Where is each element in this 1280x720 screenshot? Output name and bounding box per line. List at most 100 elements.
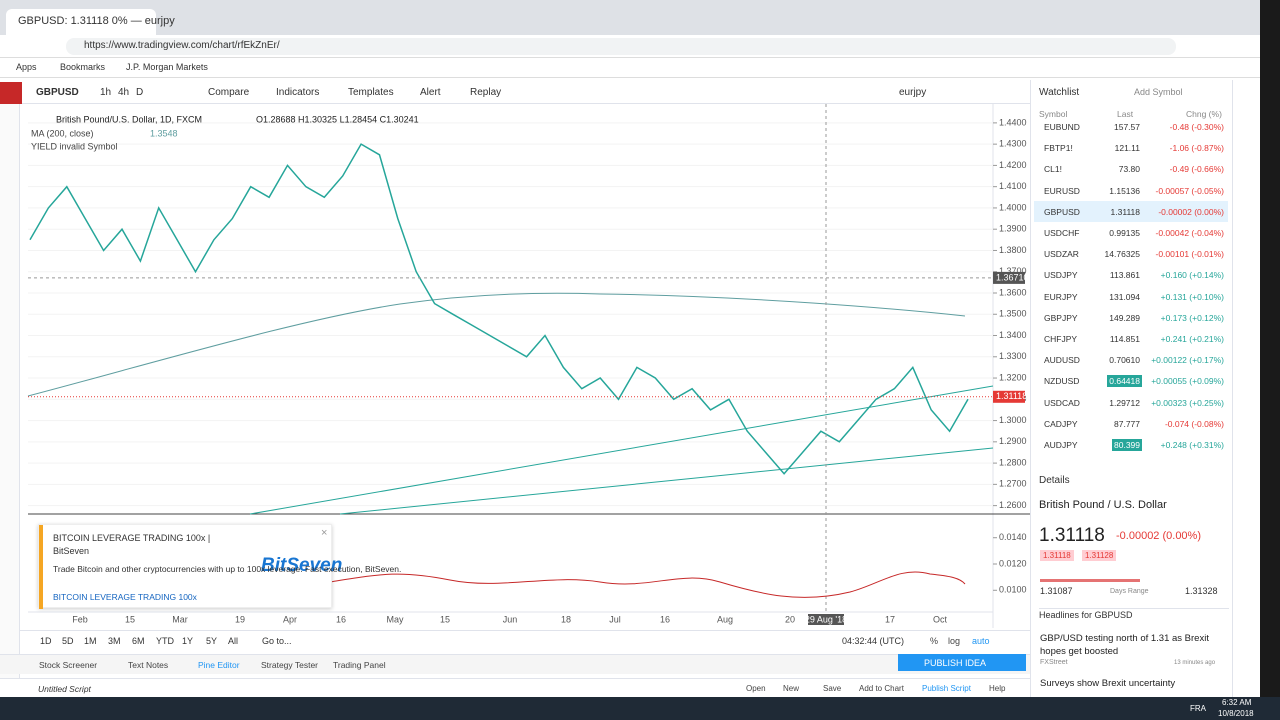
range-button[interactable]: All bbox=[228, 636, 239, 646]
change: -1.06 (-0.87%) bbox=[1169, 143, 1224, 154]
publish-label: PUBLISH IDEA bbox=[924, 658, 987, 668]
range-button[interactable]: 1Y bbox=[182, 636, 194, 646]
script-button[interactable]: Add to Chart bbox=[859, 684, 904, 693]
last: 113.861 bbox=[1109, 270, 1140, 281]
bookmark[interactable]: J.P. Morgan Markets bbox=[126, 62, 208, 72]
headline-time: 13 minutes ago bbox=[1174, 660, 1216, 666]
symbol: NZDUSD bbox=[1044, 376, 1080, 387]
axis-button[interactable]: auto bbox=[972, 636, 990, 646]
y-tick-label: 1.3900 bbox=[999, 224, 1027, 234]
watchlist-row[interactable]: CHFJPY 114.851 +0.241 (+0.21%) bbox=[1034, 328, 1228, 349]
script-button[interactable]: Help bbox=[989, 684, 1006, 693]
chart-title: British Pound/U.S. Dollar, 1D, FXCM bbox=[56, 114, 202, 124]
current-price-label: 1.31118 bbox=[996, 391, 1027, 401]
toolbar-button[interactable]: Compare bbox=[208, 87, 250, 98]
y-tick-label: 1.3200 bbox=[999, 372, 1027, 382]
y-tick-label: 1.3300 bbox=[999, 351, 1027, 361]
bottom-tab[interactable]: Stock Screener bbox=[39, 660, 98, 670]
details-bid: 1.31118 bbox=[1040, 550, 1074, 561]
x-tick-label: 29 Aug '18 bbox=[805, 614, 847, 624]
interval[interactable]: D bbox=[136, 87, 144, 98]
watchlist-row[interactable]: USDCAD 1.29712 +0.00323 (+0.25%) bbox=[1034, 392, 1228, 413]
watchlist-row[interactable]: USDCHF 0.99135 -0.00042 (-0.04%) bbox=[1034, 222, 1228, 243]
toolbar-button[interactable]: Indicators bbox=[276, 87, 320, 98]
last: 1.15136 bbox=[1109, 185, 1140, 196]
headline[interactable]: Surveys show Brexit uncertainty bbox=[1040, 678, 1176, 689]
symbol: FBTP1! bbox=[1044, 143, 1073, 154]
tab-strip bbox=[0, 0, 1280, 35]
bookmark[interactable]: Apps bbox=[16, 62, 37, 72]
script-button[interactable]: Open bbox=[746, 684, 766, 693]
watchlist-row[interactable]: EURJPY 131.094 +0.131 (+0.10%) bbox=[1034, 286, 1228, 307]
bottom-tab[interactable]: Text Notes bbox=[128, 660, 169, 670]
add-symbol[interactable]: Add Symbol bbox=[1134, 87, 1183, 97]
x-tick-label: 18 bbox=[561, 614, 571, 624]
screen-edge bbox=[1260, 0, 1280, 697]
script-button[interactable]: Publish Script bbox=[922, 684, 971, 693]
x-tick-label: 19 bbox=[235, 614, 245, 624]
layout-name[interactable]: eurjpy bbox=[899, 87, 927, 98]
watchlist-row[interactable]: CL1! 73.80 -0.49 (-0.66%) bbox=[1034, 158, 1228, 179]
bookmark[interactable]: Bookmarks bbox=[60, 62, 106, 72]
bottom-tab[interactable]: Strategy Tester bbox=[261, 660, 319, 670]
ad-link[interactable]: BITCOIN LEVERAGE TRADING 100x bbox=[53, 592, 197, 602]
drawing-toolbar bbox=[0, 104, 20, 678]
script-button[interactable]: Save bbox=[823, 684, 842, 693]
x-tick-label: Oct bbox=[933, 614, 948, 624]
watchlist-row[interactable]: USDJPY 113.861 +0.160 (+0.14%) bbox=[1034, 264, 1228, 285]
x-tick-label: 16 bbox=[660, 614, 670, 624]
watchlist-row[interactable]: FBTP1! 121.11 -1.06 (-0.87%) bbox=[1034, 137, 1228, 158]
toolbar-button[interactable]: Alert bbox=[420, 87, 441, 98]
range-button[interactable]: YTD bbox=[156, 636, 174, 646]
bottom-tab[interactable]: Pine Editor bbox=[198, 660, 240, 670]
task-lang: FRA bbox=[1190, 704, 1206, 713]
range-button[interactable]: 5Y bbox=[206, 636, 218, 646]
bottom-tab[interactable]: Trading Panel bbox=[333, 660, 386, 670]
interval[interactable]: 4h bbox=[118, 87, 130, 98]
watchlist-row[interactable]: AUDJPY 80.399 +0.248 (+0.31%) bbox=[1034, 434, 1228, 455]
range-button[interactable]: 5D bbox=[62, 636, 74, 646]
symbol: CL1! bbox=[1044, 164, 1062, 175]
watchlist-row[interactable]: GBPJPY 149.289 +0.173 (+0.12%) bbox=[1034, 307, 1228, 328]
range-button[interactable]: 3M bbox=[108, 636, 121, 646]
watchlist-row[interactable]: USDZAR 14.76325 -0.00101 (-0.01%) bbox=[1034, 243, 1228, 264]
x-tick-label: 15 bbox=[440, 614, 450, 624]
current-price-tag bbox=[993, 390, 1025, 403]
last: 1.29712 bbox=[1109, 397, 1140, 408]
symbol: EURUSD bbox=[1044, 185, 1080, 196]
x-tick-label: 17 bbox=[885, 614, 895, 624]
last: 121.11 bbox=[1114, 143, 1140, 154]
toolbar-button[interactable]: Templates bbox=[348, 87, 394, 98]
watchlist-row[interactable]: EUBUND 157.57 -0.48 (-0.30%) bbox=[1034, 116, 1228, 137]
ad-close[interactable]: × bbox=[321, 527, 328, 539]
tab[interactable]: GBPUSD: 1.31118 0% — eurjpy bbox=[6, 9, 175, 35]
range-button[interactable]: 1M bbox=[84, 636, 97, 646]
ad: BITCOIN LEVERAGE TRADING 100x | BitSeven… bbox=[38, 524, 401, 609]
headline[interactable]: GBP/USD testing north of 1.31 as Brexit … bbox=[1040, 633, 1209, 657]
change: -0.49 (-0.66%) bbox=[1169, 164, 1224, 175]
watchlist-row[interactable]: GBPUSD 1.31118 -0.00002 (0.00%) bbox=[1034, 200, 1228, 222]
url-field[interactable]: https://www.tradingview.com/chart/rfEkZn… bbox=[66, 38, 1176, 55]
publish-button[interactable]: PUBLISH IDEA bbox=[898, 654, 1026, 671]
interval[interactable]: 1h bbox=[100, 87, 112, 98]
symbol: AUDJPY bbox=[1044, 440, 1078, 450]
taskbar bbox=[0, 697, 1280, 720]
watchlist-row[interactable]: NZDUSD 0.64418 +0.00055 (+0.09%) bbox=[1034, 370, 1228, 391]
axis-button[interactable]: % bbox=[930, 636, 939, 646]
ad-brand: BitSeven bbox=[261, 555, 343, 576]
symbol-box[interactable]: GBPUSD bbox=[36, 87, 79, 98]
goto[interactable]: Go to... bbox=[262, 636, 292, 646]
symbol: GBPJPY bbox=[1044, 312, 1078, 323]
script-button[interactable]: New bbox=[783, 684, 800, 693]
symbol: USDZAR bbox=[1044, 249, 1079, 260]
y-tick-label: 1.3600 bbox=[999, 287, 1027, 297]
range-button[interactable]: 1D bbox=[40, 636, 52, 646]
range-button[interactable]: 6M bbox=[132, 636, 145, 646]
watchlist-row[interactable]: EURUSD 1.15136 -0.00057 (-0.05%) bbox=[1034, 180, 1228, 201]
watchlist-row[interactable]: CADJPY 87.777 -0.074 (-0.08%) bbox=[1034, 413, 1228, 434]
toolbar-button[interactable]: Replay bbox=[470, 87, 502, 98]
axis-button[interactable]: log bbox=[948, 636, 961, 646]
watchlist-row[interactable]: AUDUSD 0.70610 +0.00122 (+0.17%) bbox=[1034, 349, 1228, 370]
range-bar: 1D 5D 1M 3M 6M YTD 1Y 5Y All Go to... 04:32:44 (UT… bbox=[20, 630, 1030, 650]
chart: 1.26001.27001.28001.29001.30001.31001.32… bbox=[27, 104, 1030, 628]
